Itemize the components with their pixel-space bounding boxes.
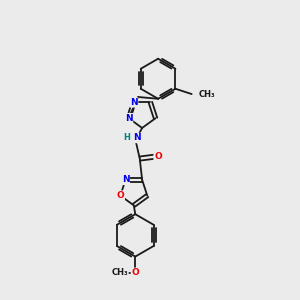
Text: CH₃: CH₃ (199, 90, 216, 99)
Text: H: H (124, 134, 130, 142)
Text: N: N (130, 98, 138, 107)
Text: N: N (125, 114, 133, 123)
Text: N: N (133, 134, 141, 142)
Text: CH₃: CH₃ (112, 268, 128, 277)
Text: O: O (154, 152, 162, 161)
Text: O: O (131, 268, 139, 277)
Text: O: O (116, 191, 124, 200)
Text: N: N (122, 175, 129, 184)
